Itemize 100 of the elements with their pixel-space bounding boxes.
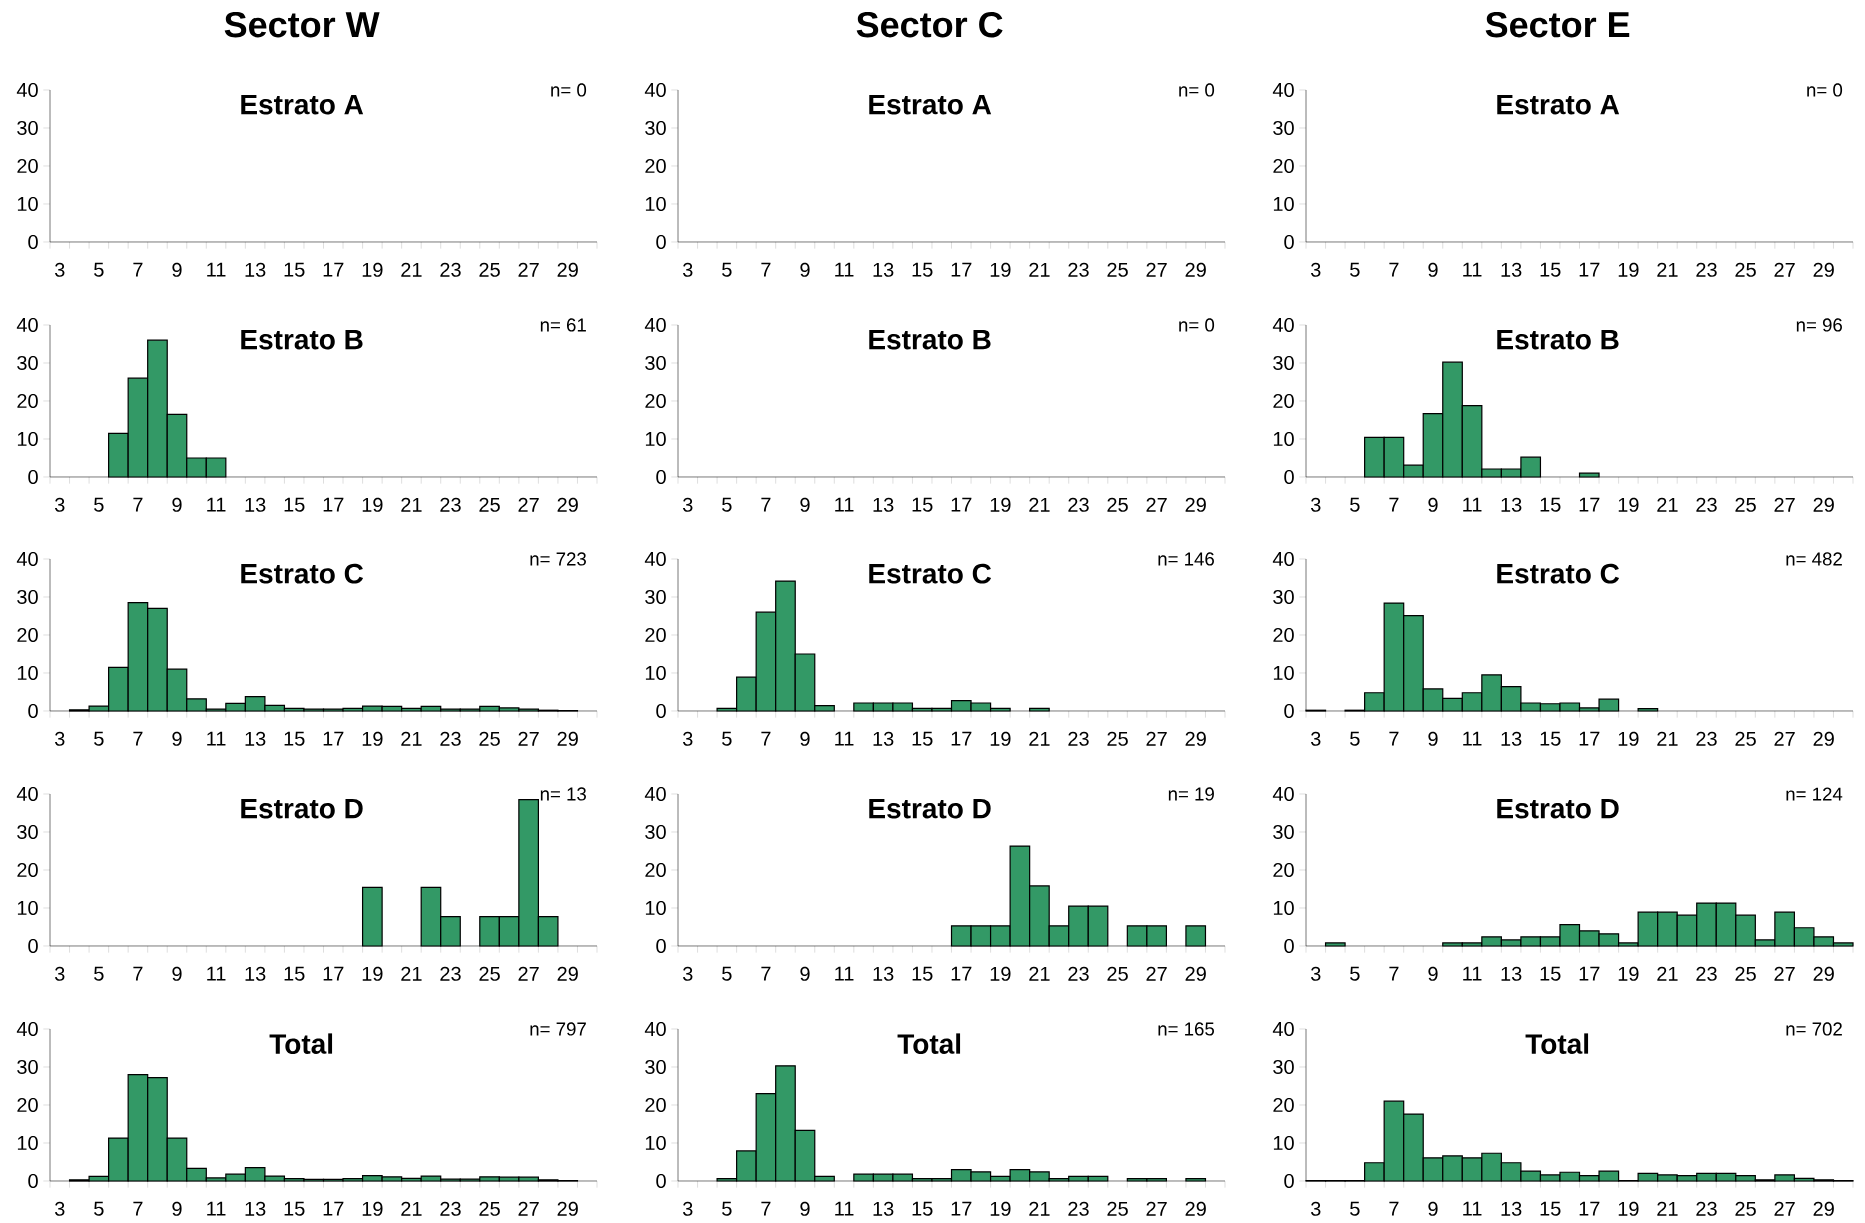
x-tick-label: 23 (1696, 1201, 1717, 1216)
chart-title: Sector C (856, 11, 1003, 38)
y-tick-label: 20 (1273, 627, 1294, 643)
x-tick-label: 15 (912, 262, 933, 277)
chart-subtitle: Estrato D (869, 798, 991, 819)
x-tick-label: 19 (362, 966, 383, 981)
x-tick-label: 25 (1735, 731, 1756, 746)
chart-subtitle: Total (1525, 1033, 1589, 1054)
x-tick-label: 3 (1310, 497, 1321, 512)
x-tick-label: 25 (479, 731, 500, 746)
x-tick-label: 27 (1146, 966, 1167, 981)
x-tick-label: 9 (1428, 497, 1438, 512)
x-tick-label: 17 (951, 262, 972, 277)
y-tick-label: 30 (17, 120, 38, 136)
y-tick-label: 40 (16, 317, 38, 333)
y-tick-label: 10 (645, 196, 666, 212)
x-tick-label: 11 (835, 497, 854, 512)
annotation: n= 0 (1807, 83, 1843, 97)
y-tick-label: 0 (28, 469, 38, 485)
y-tick-label: 30 (645, 1059, 666, 1075)
x-tick-label: 27 (1774, 262, 1795, 277)
x-tick-label: 9 (172, 731, 182, 746)
y-tick-label: 40 (1272, 82, 1294, 98)
x-tick-label: 23 (1068, 966, 1089, 981)
x-tick-label: 19 (362, 1201, 383, 1216)
y-tick-label: 30 (1273, 355, 1294, 371)
x-tick-label: 13 (245, 497, 266, 512)
y-tick-label: 0 (656, 703, 666, 719)
x-tick-label: 19 (362, 731, 383, 746)
x-tick-label: 15 (284, 262, 305, 277)
x-tick-label: 9 (1428, 966, 1438, 981)
x-tick-label: 7 (133, 262, 143, 277)
annotation: n= 165 (1158, 1022, 1215, 1036)
x-tick-label: 23 (1696, 966, 1717, 981)
x-tick-label: 3 (682, 497, 693, 512)
x-tick-label: 13 (1501, 966, 1522, 981)
x-tick-label: 21 (1029, 497, 1050, 512)
x-tick-label: 29 (557, 1201, 578, 1216)
y-tick-label: 20 (17, 862, 38, 878)
x-tick-label: 21 (401, 262, 422, 277)
x-tick-label: 25 (1107, 731, 1128, 746)
x-tick-label: 5 (1350, 262, 1360, 277)
y-tick-label: 30 (1273, 589, 1294, 605)
x-tick-label: 3 (682, 966, 693, 981)
x-tick-label: 27 (518, 262, 539, 277)
x-tick-label: 23 (1696, 731, 1717, 746)
x-tick-label: 29 (1813, 966, 1834, 981)
y-tick-label: 30 (17, 355, 38, 371)
x-tick-label: 25 (1735, 497, 1756, 512)
x-tick-label: 5 (94, 497, 104, 512)
y-tick-label: 0 (656, 234, 666, 250)
x-tick-label: 23 (440, 262, 461, 277)
x-tick-label: 27 (1146, 731, 1167, 746)
x-tick-label: 17 (1579, 497, 1600, 512)
x-tick-label: 19 (1618, 731, 1639, 746)
x-tick-label: 29 (1185, 731, 1206, 746)
y-tick-label: 10 (17, 900, 38, 916)
x-tick-label: 25 (1735, 1201, 1756, 1216)
x-tick-label: 15 (284, 966, 305, 981)
x-tick-label: 23 (440, 497, 461, 512)
y-tick-label: 10 (17, 1135, 38, 1151)
x-tick-label: 7 (1389, 966, 1399, 981)
x-tick-label: 7 (761, 966, 771, 981)
x-tick-label: 27 (518, 731, 539, 746)
x-tick-label: 25 (1735, 966, 1756, 981)
y-tick-label: 20 (17, 158, 38, 174)
x-tick-label: 21 (1029, 731, 1050, 746)
x-tick-label: 17 (323, 497, 344, 512)
y-tick-label: 20 (1273, 158, 1294, 174)
y-tick-label: 30 (1273, 120, 1294, 136)
x-tick-label: 13 (873, 731, 894, 746)
x-tick-label: 15 (912, 1201, 933, 1216)
chart-subtitle: Estrato B (1497, 329, 1619, 350)
x-tick-label: 3 (1310, 1201, 1321, 1216)
y-tick-label: 30 (17, 824, 38, 840)
y-tick-label: 0 (28, 703, 38, 719)
x-tick-label: 13 (245, 731, 266, 746)
y-tick-label: 0 (1284, 469, 1294, 485)
x-tick-label: 21 (1657, 966, 1678, 981)
x-tick-label: 13 (873, 1201, 894, 1216)
x-tick-label: 27 (518, 497, 539, 512)
x-tick-label: 17 (1579, 262, 1600, 277)
x-tick-label: 29 (557, 497, 578, 512)
y-tick-label: 20 (645, 627, 666, 643)
x-tick-label: 5 (722, 497, 732, 512)
x-tick-label: 9 (1428, 1201, 1438, 1216)
y-tick-label: 10 (1273, 431, 1294, 447)
x-tick-label: 7 (761, 1201, 771, 1216)
x-tick-label: 29 (557, 262, 578, 277)
x-tick-label: 19 (1618, 1201, 1639, 1216)
x-tick-label: 5 (722, 1201, 732, 1216)
x-tick-label: 25 (479, 262, 500, 277)
x-tick-label: 23 (440, 731, 461, 746)
x-tick-label: 17 (1579, 966, 1600, 981)
x-tick-label: 25 (1107, 497, 1128, 512)
x-tick-label: 13 (1501, 497, 1522, 512)
x-tick-label: 21 (401, 497, 422, 512)
chart-title: Sector E (1485, 11, 1630, 38)
y-tick-label: 40 (1272, 551, 1294, 567)
annotation: n= 0 (551, 83, 587, 97)
